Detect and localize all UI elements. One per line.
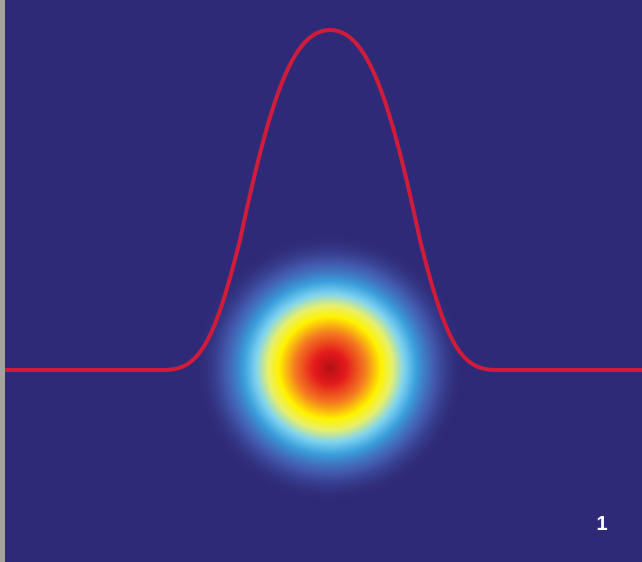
figure-label: 1 <box>596 513 607 535</box>
illustration: 1 <box>0 0 642 562</box>
page: 1 (() => { const data = JSON.parse(docum… <box>0 0 642 562</box>
left-border <box>0 0 5 562</box>
beam-spot <box>195 233 465 503</box>
